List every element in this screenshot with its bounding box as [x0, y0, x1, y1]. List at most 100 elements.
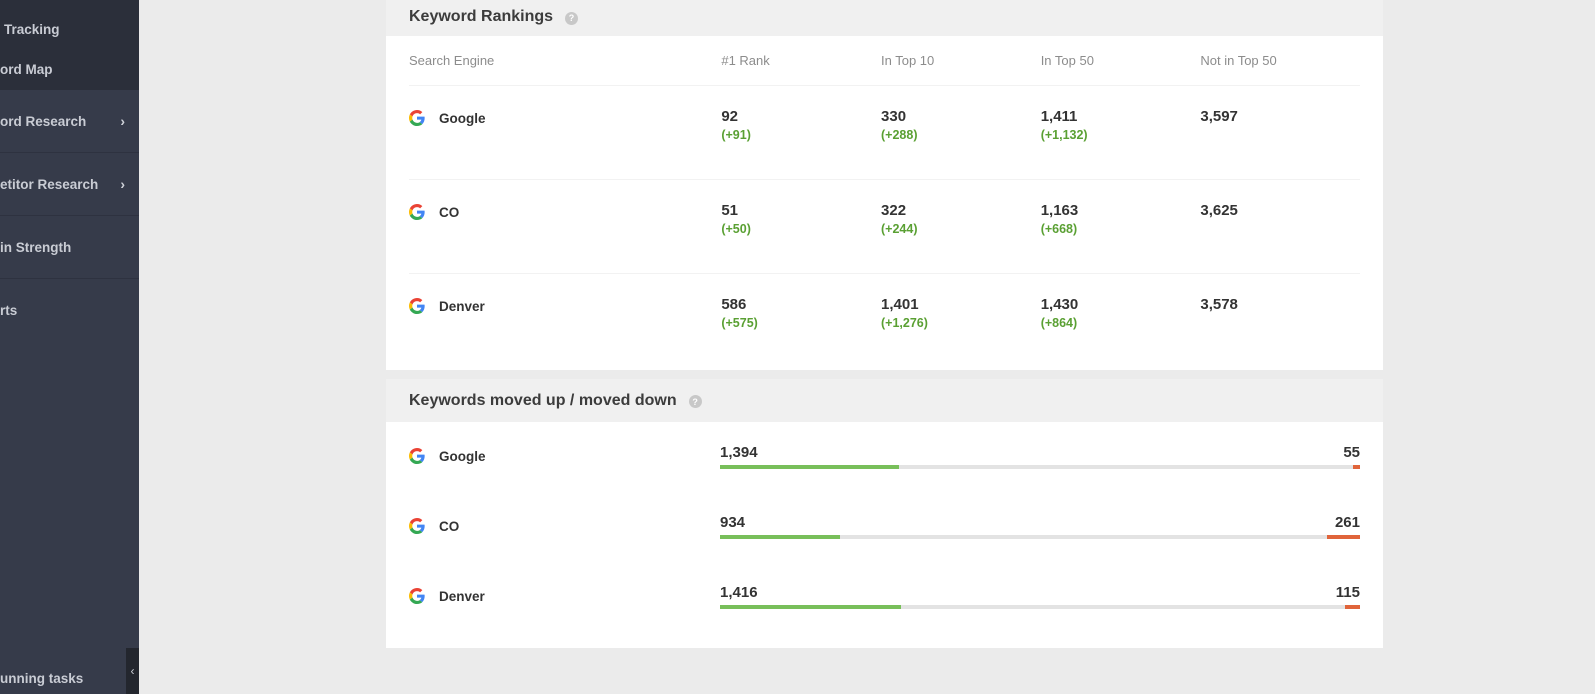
rank1-value: 51: [721, 202, 739, 219]
sidebar-item-label: ord Research: [0, 113, 87, 129]
not-top50-cell: 3,578: [1200, 296, 1360, 314]
engine-name: Denver: [439, 589, 485, 604]
engine-cell: Google: [409, 108, 721, 129]
top50-value: 1,163: [1040, 202, 1079, 219]
sidebar-item-competitor-research[interactable]: etitor Research ›: [0, 153, 139, 216]
moved-down-value: 115: [1335, 584, 1360, 601]
top10-value: 1,401: [881, 296, 919, 313]
not-top50-cell: 3,597: [1200, 108, 1360, 126]
rank1-value: 586: [721, 296, 747, 313]
rank1-delta: (+575): [721, 316, 758, 330]
engine-name: Google: [439, 111, 486, 126]
engine-name: Google: [439, 449, 486, 464]
engine-name: CO: [439, 519, 460, 534]
moved-down-bar: [1352, 465, 1360, 469]
column-header: Not in Top 50: [1200, 53, 1277, 68]
panel-header: Keyword Rankings ?: [386, 0, 1383, 36]
rank1-cell: 51 (+50): [721, 202, 881, 238]
running-tasks-label: unning tasks: [0, 671, 84, 686]
engine-cell: Denver: [409, 586, 485, 607]
google-g-icon: [409, 110, 425, 129]
sidebar-item-label: rts: [0, 303, 18, 318]
not-top50-cell: 3,625: [1200, 202, 1360, 220]
top10-value: 330: [881, 108, 907, 125]
sidebar-item-label: Tracking: [4, 22, 60, 37]
sidebar-item-keyword-map[interactable]: ord Map: [0, 56, 139, 90]
moved-down-bar: [1326, 535, 1360, 539]
top10-delta: (+1,276): [881, 316, 928, 330]
list-item: Google 1,394 55: [386, 422, 1383, 492]
column-header: In Top 10: [881, 53, 935, 68]
move-bar: 1,416 115: [720, 584, 1360, 614]
bar-track: [720, 465, 1360, 469]
moved-up-bar: [720, 605, 902, 609]
top50-cell: 1,430 (+864): [1041, 296, 1201, 332]
sidebar-submenu: Tracking ord Map: [0, 0, 139, 90]
panel-title: Keywords moved up / moved down: [409, 391, 677, 409]
moved-down-bar: [1345, 605, 1360, 609]
rank1-delta: (+91): [721, 128, 751, 142]
top50-delta: (+668): [1040, 222, 1078, 236]
table-row: CO 51 (+50) 322 (+244) 1,163 (+668) 3,62…: [409, 180, 1360, 274]
moved-down-value: 261: [1334, 514, 1360, 531]
collapse-sidebar-button[interactable]: ‹: [126, 648, 139, 694]
sidebar-item-domain-strength[interactable]: in Strength: [0, 216, 139, 279]
google-g-icon: [409, 518, 425, 537]
sidebar-running-tasks[interactable]: unning tasks ‹: [0, 634, 139, 694]
table-row: Denver 586 (+575) 1,401 (+1,276) 1,430 (…: [409, 274, 1360, 366]
engine-name: Denver: [439, 299, 485, 314]
top50-delta: (+864): [1040, 316, 1078, 330]
top10-delta: (+288): [881, 128, 918, 142]
column-header: In Top 50: [1040, 53, 1094, 68]
rankings-table: Search Engine #1 Rank In Top 10 In Top 5…: [386, 36, 1383, 366]
moved-up-value: 1,416: [720, 584, 758, 601]
moved-up-value: 934: [720, 514, 746, 531]
sidebar-item-label: etitor Research: [0, 176, 99, 192]
sidebar-item-label: in Strength: [0, 239, 72, 255]
column-header: #1 Rank: [721, 53, 770, 68]
top50-value: 1,430: [1040, 296, 1079, 313]
google-g-icon: [409, 298, 425, 317]
column-header: Search Engine: [409, 53, 495, 68]
top10-delta: (+244): [881, 222, 918, 236]
not-top50-value: 3,625: [1200, 202, 1238, 219]
sidebar-menu: ord Research › etitor Research › in Stre…: [0, 90, 139, 342]
top50-cell: 1,411 (+1,132): [1041, 108, 1201, 144]
sidebar-item-reports[interactable]: rts: [0, 279, 139, 342]
moved-up-value: 1,394: [720, 444, 758, 461]
sidebar: Tracking ord Map ord Research › etitor R…: [0, 0, 139, 694]
moved-up-bar: [720, 535, 840, 539]
rank1-value: 92: [721, 108, 739, 125]
engine-cell: CO: [409, 202, 721, 223]
list-item: CO 934 261: [386, 492, 1383, 562]
top50-value: 1,411: [1040, 108, 1078, 125]
sidebar-item-keyword-research[interactable]: ord Research ›: [0, 90, 139, 153]
not-top50-value: 3,597: [1200, 108, 1238, 125]
keyword-rankings-panel: Keyword Rankings ? Search Engine #1 Rank…: [386, 0, 1383, 370]
chevron-right-icon: ›: [120, 176, 125, 192]
bar-track: [720, 535, 1360, 539]
top50-delta: (+1,132): [1040, 128, 1088, 142]
top10-cell: 322 (+244): [881, 202, 1041, 238]
sidebar-item-rank-tracking[interactable]: Tracking: [0, 0, 139, 56]
move-bar: 934 261: [720, 514, 1360, 544]
question-circle-icon[interactable]: ?: [565, 11, 579, 25]
sidebar-item-label: ord Map: [0, 62, 53, 77]
question-circle-icon[interactable]: ?: [688, 395, 702, 408]
table-header: Search Engine #1 Rank In Top 10 In Top 5…: [409, 36, 1360, 86]
top50-cell: 1,163 (+668): [1041, 202, 1201, 238]
top10-value: 322: [881, 202, 907, 219]
chevron-right-icon: ›: [120, 113, 125, 129]
chevron-left-icon: ‹: [130, 664, 135, 678]
top10-cell: 330 (+288): [881, 108, 1041, 144]
top10-cell: 1,401 (+1,276): [881, 296, 1041, 332]
rank1-delta: (+50): [721, 222, 751, 236]
keywords-moved-panel: Keywords moved up / moved down ? Google …: [386, 379, 1383, 648]
engine-cell: Google: [409, 446, 486, 467]
panel-header: Keywords moved up / moved down ?: [386, 379, 1383, 422]
panel-title: Keyword Rankings: [409, 8, 554, 25]
bar-track: [720, 605, 1360, 609]
engine-cell: CO: [409, 516, 459, 537]
table-row: Google 92 (+91) 330 (+288) 1,411 (+1,132…: [409, 86, 1360, 180]
list-item: Denver 1,416 115: [386, 562, 1383, 632]
